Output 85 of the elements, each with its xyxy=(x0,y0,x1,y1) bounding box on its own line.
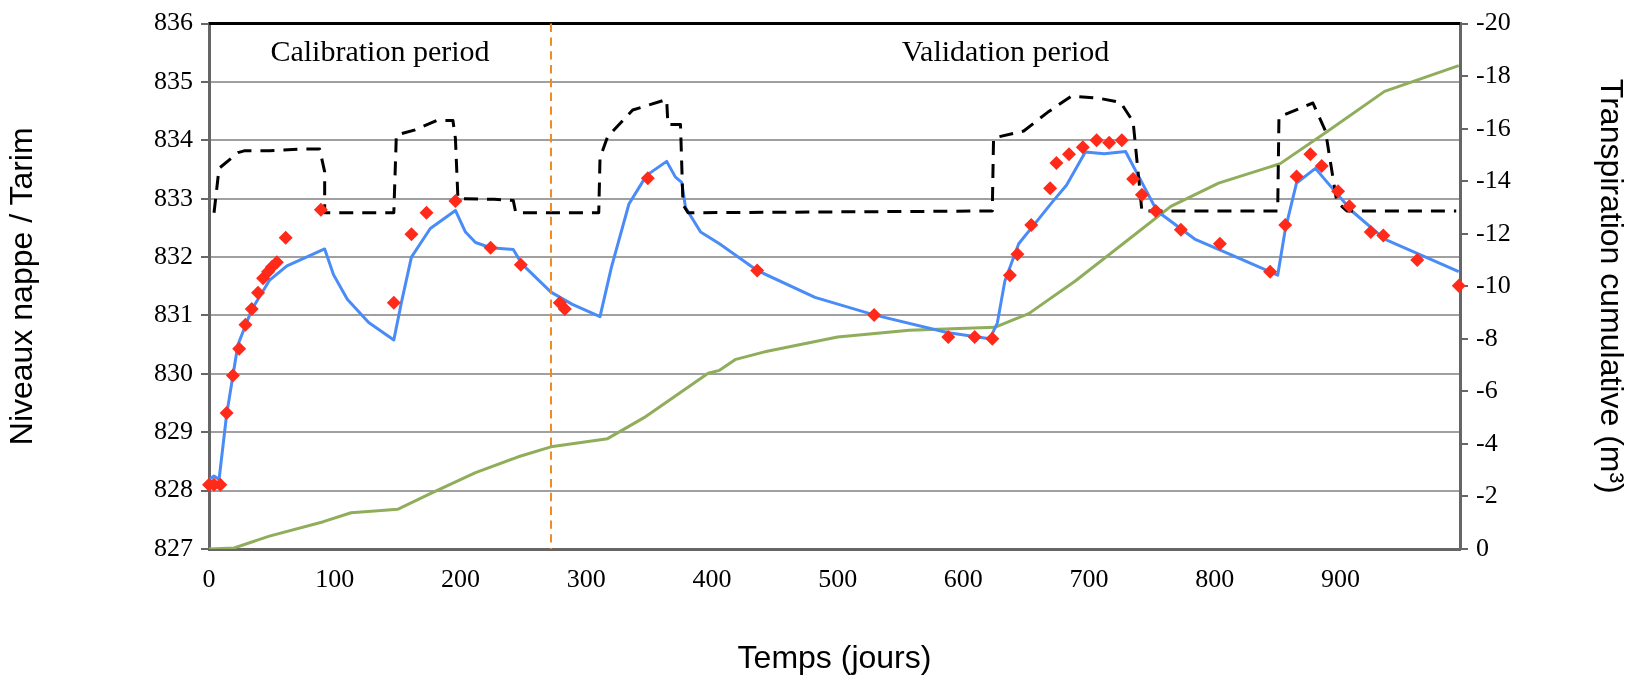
point xyxy=(1089,133,1104,148)
point xyxy=(1114,133,1129,148)
point xyxy=(251,285,266,300)
y2-tick-label: -18 xyxy=(1476,59,1511,89)
y-tick-label: 834 xyxy=(154,124,193,154)
y-tick-label: 830 xyxy=(154,357,193,387)
point xyxy=(941,330,956,345)
y-tick-label: 831 xyxy=(154,299,193,329)
y-axis-title: Niveaux nappe / Tarim xyxy=(3,127,40,446)
y2-tick-label: -6 xyxy=(1476,375,1498,405)
point xyxy=(1002,268,1017,283)
point xyxy=(1212,236,1227,251)
point xyxy=(1263,264,1278,279)
point xyxy=(867,307,882,322)
point xyxy=(1173,222,1188,237)
point xyxy=(967,330,982,345)
x-tick-label: 100 xyxy=(315,564,355,594)
annotation: Calibration period xyxy=(270,34,490,68)
y2-tick-label: -12 xyxy=(1476,217,1511,247)
x-tick-label: 400 xyxy=(692,564,732,594)
point xyxy=(1331,184,1346,199)
line-series xyxy=(212,94,1458,215)
point xyxy=(483,240,498,255)
point xyxy=(640,171,655,186)
y2-tick-label: -10 xyxy=(1476,270,1511,300)
point xyxy=(1075,140,1090,155)
point xyxy=(1303,147,1318,162)
point xyxy=(225,368,240,383)
point xyxy=(238,317,253,332)
y-tick-label: 833 xyxy=(154,182,193,212)
y2-tick-label: 0 xyxy=(1476,532,1489,562)
y2-axis-title: Transpiration cumulative (m³) xyxy=(1593,78,1630,494)
point xyxy=(1314,159,1329,174)
y-tick-label: 829 xyxy=(154,416,193,446)
x-tick-label: 900 xyxy=(1321,564,1361,594)
y-tick-label: 835 xyxy=(154,65,193,95)
point xyxy=(750,263,765,278)
point xyxy=(278,230,293,245)
point xyxy=(1278,218,1293,232)
point xyxy=(1102,135,1117,150)
y-tick-label: 828 xyxy=(154,474,193,504)
point xyxy=(1126,171,1141,186)
point xyxy=(1043,181,1058,196)
point xyxy=(1376,228,1391,243)
point xyxy=(313,202,328,217)
x-tick-label: 800 xyxy=(1195,564,1235,594)
point xyxy=(513,257,528,272)
y2-tick-label: -4 xyxy=(1476,427,1498,457)
point xyxy=(219,405,234,420)
y2-tick-label: -20 xyxy=(1476,7,1511,37)
point xyxy=(1061,147,1076,162)
point xyxy=(1410,253,1425,268)
point xyxy=(1289,169,1304,184)
y-tick-label: 836 xyxy=(154,7,193,37)
x-tick-label: 200 xyxy=(440,564,480,594)
y2-tick-label: -16 xyxy=(1476,112,1511,142)
point xyxy=(1451,278,1466,293)
x-tick-label: 300 xyxy=(566,564,606,594)
y-tick-label: 827 xyxy=(154,532,193,562)
point xyxy=(1134,187,1149,202)
point xyxy=(448,194,463,209)
point xyxy=(386,295,401,310)
point xyxy=(1363,225,1378,240)
point xyxy=(985,331,1000,346)
point xyxy=(1342,199,1357,214)
y2-tick-label: -8 xyxy=(1476,322,1498,352)
point xyxy=(404,227,419,242)
x-axis-title: Temps (jours) xyxy=(737,638,932,675)
point xyxy=(1010,247,1025,262)
point xyxy=(269,255,284,270)
x-tick-label: 700 xyxy=(1069,564,1109,594)
point xyxy=(557,302,572,317)
y-tick-label: 832 xyxy=(154,240,193,270)
point xyxy=(1049,156,1064,171)
point xyxy=(1024,218,1039,232)
point xyxy=(244,302,259,317)
annotation: Validation period xyxy=(901,34,1110,68)
x-tick-label: 0 xyxy=(202,564,216,594)
y2-tick-label: -2 xyxy=(1476,480,1498,510)
point xyxy=(419,205,434,220)
y2-tick-label: -14 xyxy=(1476,165,1511,195)
x-tick-label: 600 xyxy=(943,564,983,594)
point xyxy=(232,341,247,356)
point xyxy=(1148,203,1163,218)
x-tick-label: 500 xyxy=(818,564,858,594)
